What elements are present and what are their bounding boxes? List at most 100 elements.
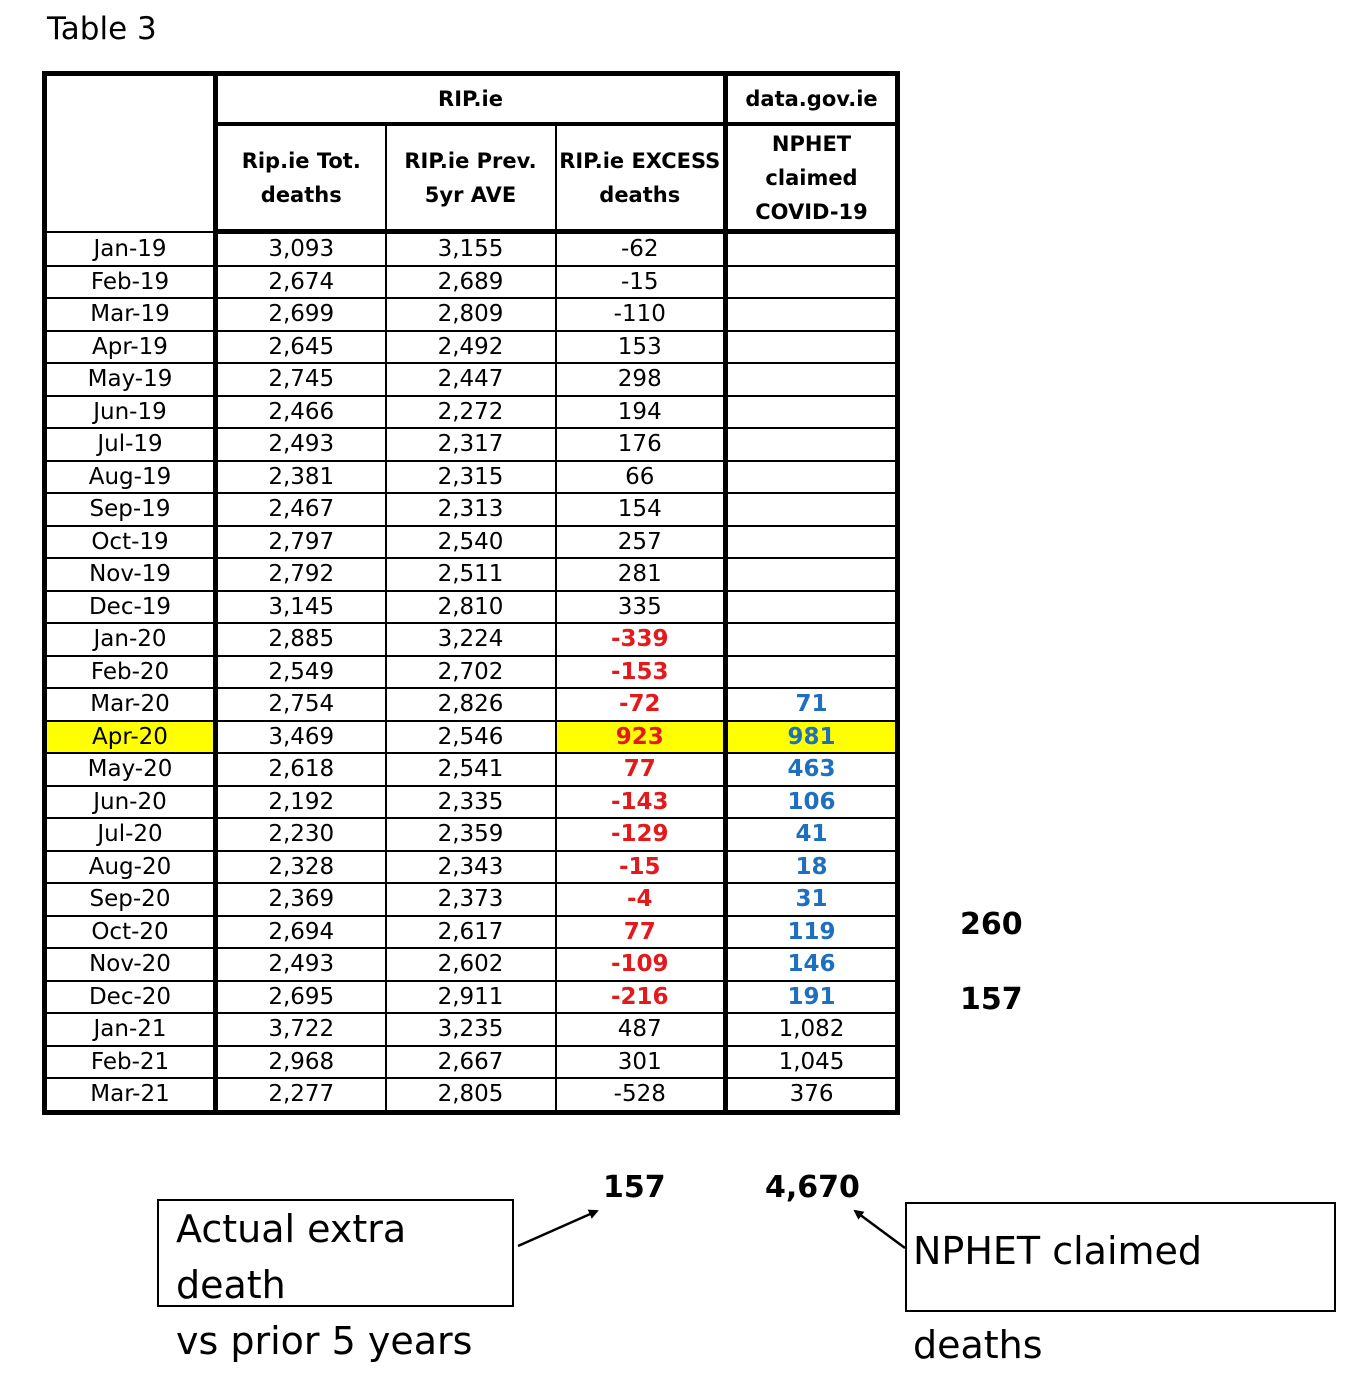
table-row: Jul-19 2,493 2,317 176	[42, 427, 901, 462]
month-cell: Apr-20	[42, 719, 218, 754]
table-row: Mar-19 2,699 2,809 -110	[42, 297, 901, 332]
excess-deaths-cell: -109	[554, 947, 729, 982]
table-title: Table 3	[47, 11, 157, 47]
table-row: Mar-20 2,754 2,826 -72 71	[42, 687, 901, 722]
nphet-covid-cell: 376	[724, 1077, 901, 1115]
nphet-covid-cell	[724, 394, 901, 429]
prev-5yr-ave-cell: 2,546	[384, 719, 557, 754]
table-row: Aug-20 2,328 2,343 -15 18	[42, 849, 901, 884]
total-deaths-cell: 2,381	[214, 459, 387, 494]
nphet-covid-cell: 18	[724, 849, 901, 884]
total-deaths-cell: 2,493	[214, 947, 387, 982]
table-row: Jan-19 3,093 3,155 -62	[42, 230, 901, 267]
prev-5yr-ave-cell: 2,359	[384, 817, 557, 852]
prev-5yr-ave-cell: 2,689	[384, 264, 557, 299]
total-deaths-cell: 2,792	[214, 557, 387, 592]
nphet-covid-cell	[724, 459, 901, 494]
total-deaths-cell: 2,328	[214, 849, 387, 884]
nphet-covid-cell: 981	[724, 719, 901, 754]
month-cell: Aug-19	[42, 459, 218, 494]
table-row: Dec-19 3,145 2,810 335	[42, 589, 901, 624]
total-nphet: 4,670	[765, 1170, 860, 1205]
prev-5yr-ave-cell: 2,447	[384, 362, 557, 397]
nphet-covid-cell	[724, 492, 901, 527]
table-row: Sep-20 2,369 2,373 -4 31	[42, 882, 901, 917]
table-row: May-20 2,618 2,541 77 463	[42, 752, 901, 787]
table-row: Jan-20 2,885 3,224 -339	[42, 622, 901, 657]
arrow-to-excess-total	[517, 1209, 599, 1248]
total-deaths-cell: 2,277	[214, 1077, 387, 1115]
callout-line-2: vs prior 5 years	[176, 1319, 473, 1363]
excess-deaths-cell: 281	[554, 557, 729, 592]
excess-deaths-cell: 77	[554, 914, 729, 949]
prev-5yr-ave-cell: 2,315	[384, 459, 557, 494]
nphet-covid-cell	[724, 622, 901, 657]
excess-deaths-cell: 487	[554, 1012, 729, 1047]
total-deaths-cell: 2,369	[214, 882, 387, 917]
callout-actual-extra-death: Actual extra death vs prior 5 years	[157, 1199, 514, 1363]
arrow-to-nphet-total	[853, 1209, 906, 1250]
excess-deaths-cell: 298	[554, 362, 729, 397]
prev-5yr-ave-cell: 2,335	[384, 784, 557, 819]
nphet-covid-cell: 191	[724, 979, 901, 1014]
col-header-total-deaths: Rip.ie Tot. deaths	[214, 123, 387, 234]
table-row: Nov-19 2,792 2,511 281	[42, 557, 901, 592]
excess-deaths-cell: 66	[554, 459, 729, 494]
total-deaths-cell: 2,754	[214, 687, 387, 722]
month-cell: Jul-20	[42, 817, 218, 852]
prev-5yr-ave-cell: 3,235	[384, 1012, 557, 1047]
excess-deaths-cell: -216	[554, 979, 729, 1014]
month-cell: May-19	[42, 362, 218, 397]
month-cell: Jul-19	[42, 427, 218, 462]
table-row: Oct-19 2,797 2,540 257	[42, 524, 901, 559]
col-header-excess-deaths: RIP.ie EXCESS deaths	[554, 123, 729, 234]
excess-deaths-cell: -528	[554, 1077, 729, 1115]
prev-5yr-ave-cell: 2,617	[384, 914, 557, 949]
excess-deaths-cell: -15	[554, 264, 729, 299]
excess-deaths-cell: 176	[554, 427, 729, 462]
table-row: Feb-20 2,549 2,702 -153	[42, 654, 901, 689]
month-cell: Feb-20	[42, 654, 218, 689]
month-cell: Feb-19	[42, 264, 218, 299]
nphet-covid-cell: 71	[724, 687, 901, 722]
month-cell: Dec-20	[42, 979, 218, 1014]
nphet-covid-cell	[724, 524, 901, 559]
prev-5yr-ave-cell: 2,313	[384, 492, 557, 527]
excess-deaths-cell: -4	[554, 882, 729, 917]
month-cell: Oct-20	[42, 914, 218, 949]
nphet-covid-cell: 146	[724, 947, 901, 982]
total-deaths-cell: 2,493	[214, 427, 387, 462]
prev-5yr-ave-cell: 2,373	[384, 882, 557, 917]
prev-5yr-ave-cell: 2,541	[384, 752, 557, 787]
excess-deaths-cell: -129	[554, 817, 729, 852]
total-deaths-cell: 2,645	[214, 329, 387, 364]
prev-5yr-ave-cell: 2,911	[384, 979, 557, 1014]
total-deaths-cell: 3,145	[214, 589, 387, 624]
total-deaths-cell: 2,230	[214, 817, 387, 852]
excess-deaths-cell: 153	[554, 329, 729, 364]
rip-ie-group-header: RIP.ie	[214, 71, 729, 126]
total-deaths-cell: 2,674	[214, 264, 387, 299]
excess-deaths-cell: -15	[554, 849, 729, 884]
total-deaths-cell: 2,968	[214, 1044, 387, 1079]
total-deaths-cell: 2,192	[214, 784, 387, 819]
table-row: Jun-19 2,466 2,272 194	[42, 394, 901, 429]
nphet-covid-cell	[724, 264, 901, 299]
total-deaths-cell: 2,745	[214, 362, 387, 397]
nphet-covid-cell: 463	[724, 752, 901, 787]
nphet-covid-cell: 41	[724, 817, 901, 852]
deaths-table: RIP.ie data.gov.ie Rip.ie Tot. deaths RI…	[42, 71, 901, 1115]
total-deaths-cell: 2,699	[214, 297, 387, 332]
total-deaths-cell: 3,093	[214, 230, 387, 267]
prev-5yr-ave-cell: 2,511	[384, 557, 557, 592]
nphet-covid-cell: 1,082	[724, 1012, 901, 1047]
prev-5yr-ave-cell: 2,826	[384, 687, 557, 722]
total-deaths-cell: 2,885	[214, 622, 387, 657]
nphet-covid-cell	[724, 297, 901, 332]
prev-5yr-ave-cell: 2,702	[384, 654, 557, 689]
nphet-covid-cell	[724, 557, 901, 592]
nphet-covid-cell	[724, 589, 901, 624]
prev-5yr-ave-cell: 2,667	[384, 1044, 557, 1079]
table-row: Apr-19 2,645 2,492 153	[42, 329, 901, 364]
total-deaths-cell: 2,797	[214, 524, 387, 559]
